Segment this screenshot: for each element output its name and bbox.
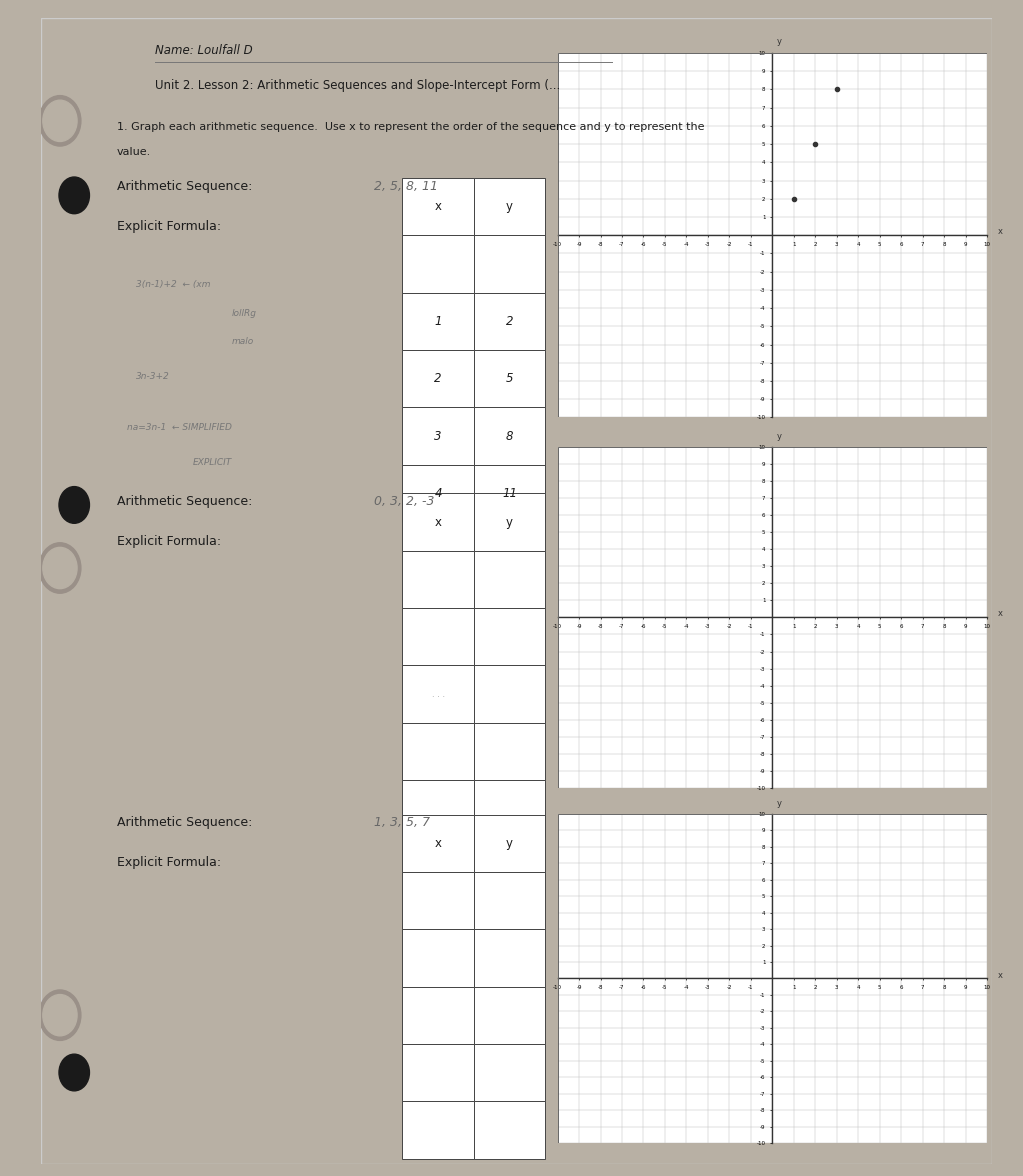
Bar [402, 178, 474, 235]
Text: value.: value. [117, 147, 151, 158]
Bar [402, 465, 474, 522]
Text: x: x [997, 970, 1003, 980]
Text: x: x [435, 515, 442, 529]
Bar [402, 608, 474, 666]
Bar [474, 1044, 545, 1101]
Text: x: x [997, 227, 1003, 236]
Circle shape [43, 547, 77, 589]
Bar [474, 929, 545, 987]
Circle shape [43, 100, 77, 141]
Text: 1: 1 [435, 315, 442, 328]
Circle shape [59, 1054, 89, 1091]
Text: 4: 4 [435, 487, 442, 500]
Bar [474, 1101, 545, 1158]
Text: x: x [435, 836, 442, 850]
Circle shape [39, 95, 81, 146]
Bar [474, 350, 545, 408]
Bar [474, 178, 545, 235]
Bar [474, 871, 545, 929]
Text: lollRg: lollRg [231, 309, 256, 318]
Text: y: y [506, 515, 513, 529]
Bar [402, 929, 474, 987]
Text: y: y [776, 432, 782, 441]
Text: malo: malo [231, 338, 254, 347]
Text: 3(n-1)+2  ← (xm: 3(n-1)+2 ← (xm [136, 280, 211, 289]
Bar [474, 815, 545, 871]
Circle shape [43, 995, 77, 1036]
Bar [402, 350, 474, 408]
Text: 1, 3, 5, 7: 1, 3, 5, 7 [374, 816, 430, 829]
Bar [402, 408, 474, 465]
Bar [474, 666, 545, 723]
Text: EXPLICIT: EXPLICIT [193, 457, 232, 467]
Circle shape [59, 178, 89, 214]
Bar [474, 780, 545, 837]
Text: 2, 5, 8, 11: 2, 5, 8, 11 [374, 180, 438, 193]
Text: Arithmetic Sequence:: Arithmetic Sequence: [117, 180, 257, 193]
Bar [474, 293, 545, 350]
Bar [402, 871, 474, 929]
Text: na=3n-1  ← SIMPLIFIED: na=3n-1 ← SIMPLIFIED [127, 423, 231, 433]
Bar [474, 408, 545, 465]
Text: . . .: . . . [432, 689, 445, 699]
Bar [474, 465, 545, 522]
Bar [474, 723, 545, 780]
Text: Explicit Formula:: Explicit Formula: [117, 220, 221, 233]
Text: y: y [506, 200, 513, 213]
Text: Arithmetic Sequence:: Arithmetic Sequence: [117, 495, 257, 508]
Text: Arithmetic Sequence:: Arithmetic Sequence: [117, 816, 257, 829]
Bar [402, 987, 474, 1044]
Text: 2: 2 [435, 373, 442, 386]
Text: 8: 8 [505, 429, 514, 442]
Bar [402, 723, 474, 780]
Text: Unit 2. Lesson 2: Arithmetic Sequences and Slope-Intercept Form (...: Unit 2. Lesson 2: Arithmetic Sequences a… [155, 79, 561, 92]
Text: y: y [506, 836, 513, 850]
Bar [474, 987, 545, 1044]
Text: 11: 11 [502, 487, 517, 500]
Bar [474, 235, 545, 293]
Bar [402, 494, 474, 550]
Text: y: y [776, 800, 782, 808]
Text: 3: 3 [435, 429, 442, 442]
Bar [402, 293, 474, 350]
Circle shape [59, 487, 89, 523]
Bar [402, 550, 474, 608]
Bar [402, 235, 474, 293]
Bar [402, 666, 474, 723]
Text: 3n-3+2: 3n-3+2 [136, 372, 170, 381]
Text: 0, 3, 2, -3: 0, 3, 2, -3 [374, 495, 435, 508]
Bar [402, 1101, 474, 1158]
Text: Explicit Formula:: Explicit Formula: [117, 856, 221, 869]
Bar [474, 550, 545, 608]
Circle shape [39, 543, 81, 593]
Bar [402, 780, 474, 837]
Bar [474, 494, 545, 550]
Text: Explicit Formula:: Explicit Formula: [117, 535, 221, 548]
Text: x: x [435, 200, 442, 213]
Bar [474, 608, 545, 666]
Bar [402, 1044, 474, 1101]
Text: 5: 5 [505, 373, 514, 386]
Bar [402, 815, 474, 871]
Text: y: y [776, 38, 782, 47]
Text: 2: 2 [505, 315, 514, 328]
Text: x: x [997, 609, 1003, 619]
Text: 1. Graph each arithmetic sequence.  Use x to represent the order of the sequence: 1. Graph each arithmetic sequence. Use x… [117, 122, 705, 132]
Text: Name: Loulfall D: Name: Loulfall D [155, 45, 253, 58]
Circle shape [39, 990, 81, 1041]
